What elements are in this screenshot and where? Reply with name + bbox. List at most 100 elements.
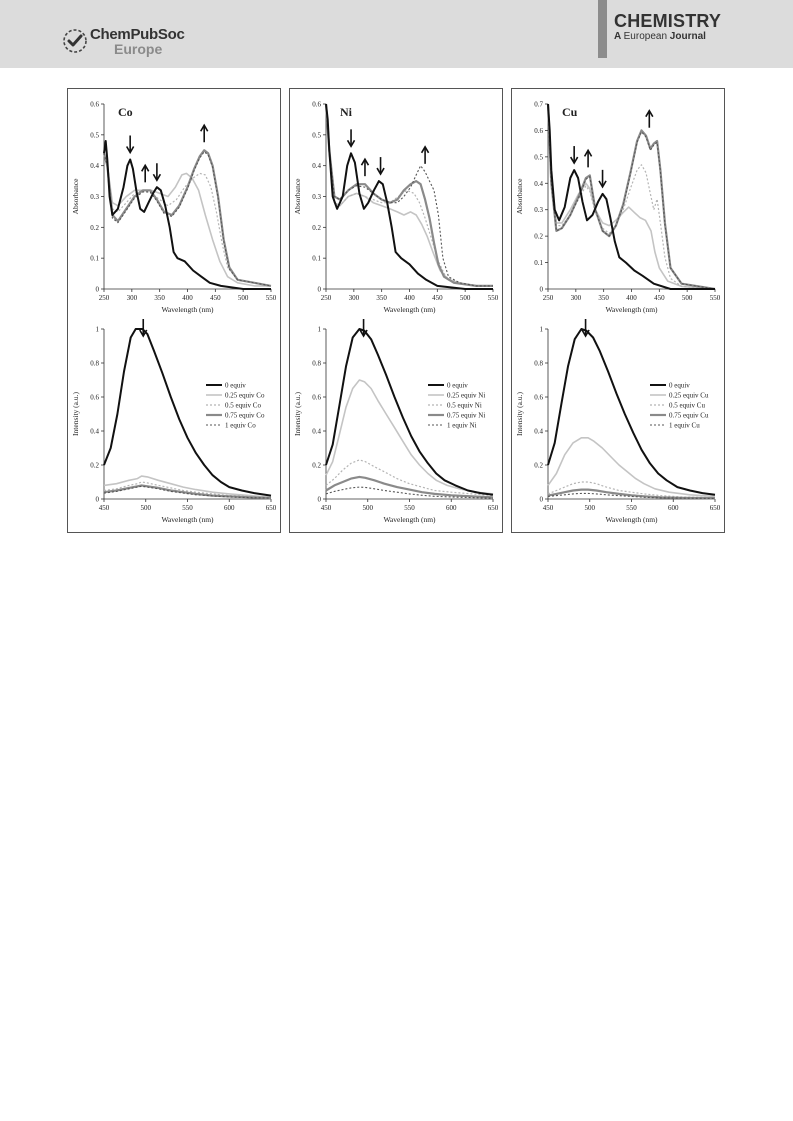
x-tick-label: 550 — [488, 294, 499, 302]
y-tick-label: 0.6 — [90, 394, 99, 402]
x-tick-label: 350 — [598, 294, 609, 302]
y-tick-label: 0.2 — [312, 462, 321, 470]
legend-label: 0 equiv — [447, 382, 468, 390]
legend-label: 0.25 equiv Cu — [669, 392, 709, 400]
x-tick-label: 300 — [349, 294, 360, 302]
y-tick-label: 1 — [96, 326, 100, 334]
y-tick-label: 0.2 — [312, 224, 321, 232]
y-tick-label: 0.5 — [312, 131, 321, 139]
y-tick-label: 0.4 — [312, 162, 321, 170]
y-tick-label: 0.8 — [534, 360, 543, 368]
arrow-up-icon — [420, 145, 430, 154]
x-axis-label: Wavelength (nm) — [383, 305, 436, 314]
y-tick-label: 0 — [96, 286, 100, 294]
arrow-up-icon — [141, 163, 150, 172]
series-line-black — [547, 328, 716, 496]
x-tick-label: 350 — [376, 294, 387, 302]
arrow-down-icon — [125, 146, 135, 155]
y-tick-label: 0.7 — [534, 101, 543, 109]
journal-subtitle: A European Journal — [614, 31, 721, 43]
x-tick-label: 600 — [224, 504, 235, 512]
journal-sub-mid: European — [623, 31, 670, 42]
legend-label: 0.5 equiv Ni — [447, 402, 482, 410]
x-tick-label: 500 — [141, 504, 152, 512]
x-tick-label: 650 — [266, 504, 277, 512]
y-tick-label: 0 — [540, 496, 544, 504]
x-tick-label: 400 — [182, 294, 193, 302]
journal-title: CHEMISTRY — [614, 11, 722, 31]
legend-label: 1 equiv Co — [225, 422, 256, 430]
series-line-gray — [547, 488, 716, 500]
legend-label: 0.75 equiv Co — [225, 412, 265, 420]
y-tick-label: 0.6 — [312, 394, 321, 402]
journal-sub-bold: Journal — [669, 31, 706, 42]
x-tick-label: 550 — [182, 504, 193, 512]
legend-label: 0 equiv — [669, 382, 690, 390]
arrow-down-icon — [346, 139, 356, 148]
x-tick-label: 300 — [571, 294, 582, 302]
y-tick-label: 0.4 — [534, 180, 543, 188]
x-tick-label: 500 — [460, 294, 471, 302]
y-tick-label: 0.2 — [534, 233, 543, 241]
panel-cu: 0 0.1 0.2 0.3 0.4 0.5 0.6 0.7 250 300 350 400 450 500… — [511, 88, 725, 533]
series-line-gray — [103, 484, 272, 500]
series-line-lightsolid — [103, 153, 271, 287]
panel-ni: 0 0.1 0.2 0.3 0.4 0.5 0.6 250 300 350 400 450 500 550… — [289, 88, 503, 533]
y-tick-label: 1 — [540, 326, 544, 334]
x-tick-label: 400 — [404, 294, 415, 302]
chart-ni: 0 0.1 0.2 0.3 0.4 0.5 0.6 250 300 350 400 450 500 550… — [293, 101, 499, 525]
fl-chart-cu: 0 0.2 0.4 0.6 0.8 1 450 500 550 600 650 Wavelength … — [515, 319, 721, 524]
publisher-subtitle: Europe — [114, 41, 163, 57]
x-tick-label: 250 — [99, 294, 110, 302]
uv-chart-ni: 0 0.1 0.2 0.3 0.4 0.5 0.6 250 300 350 400 450 500 550… — [293, 101, 499, 315]
series-line-darkdotted — [325, 103, 493, 287]
series-line-lightsolid — [103, 475, 272, 499]
publisher-star-icon — [63, 29, 87, 53]
panel-co: 0 0.1 0.2 0.3 0.4 0.5 0.6 250 300 350 400 450 500 550… — [67, 88, 281, 533]
legend-label: 0.75 equiv Cu — [669, 412, 709, 420]
y-tick-label: 0.6 — [534, 127, 543, 135]
series-line-black — [325, 103, 493, 290]
y-tick-label: 0.5 — [534, 153, 543, 161]
series-line-darkdotted — [325, 486, 494, 499]
x-tick-label: 650 — [488, 504, 499, 512]
arrow-down-icon — [598, 180, 607, 189]
y-axis-label: Absorbance — [515, 178, 524, 214]
arrow-down-icon — [581, 329, 590, 338]
series-line-black — [103, 328, 272, 497]
y-tick-label: 0.3 — [534, 206, 543, 214]
x-tick-label: 550 — [710, 294, 721, 302]
arrow-down-icon — [569, 156, 579, 165]
x-tick-label: 400 — [626, 294, 637, 302]
legend-label: 0 equiv — [225, 382, 246, 390]
series-line-lightdotted — [103, 153, 272, 287]
panel-label: Ni — [340, 105, 353, 119]
legend-label: 0.25 equiv Ni — [447, 392, 485, 400]
arrow-up-icon — [645, 109, 654, 118]
y-tick-label: 0.1 — [90, 255, 99, 263]
panel-label: Co — [118, 105, 133, 119]
series-line-black — [103, 140, 271, 290]
x-tick-label: 500 — [363, 504, 374, 512]
series-line-darkdotted — [103, 151, 272, 287]
x-tick-label: 550 — [404, 504, 415, 512]
journal-accent-bar — [598, 0, 607, 58]
x-tick-label: 600 — [446, 504, 457, 512]
y-tick-label: 0.6 — [534, 394, 543, 402]
series-line-darkdotted — [103, 485, 272, 499]
journal-sub-prefix: A — [614, 31, 624, 42]
legend-label: 0.25 equiv Co — [225, 392, 265, 400]
publisher-name: ChemPubSoc — [90, 26, 185, 43]
series-line-darkdotted — [547, 103, 716, 290]
y-axis-label: Intensity (a.u.) — [515, 392, 524, 436]
arrow-up-icon — [200, 123, 209, 132]
y-axis-label: Intensity (a.u.) — [71, 392, 80, 436]
y-tick-label: 0.1 — [534, 259, 543, 267]
chart-cu: 0 0.1 0.2 0.3 0.4 0.5 0.6 0.7 250 300 350 400 450 500… — [515, 101, 721, 525]
x-tick-label: 450 — [210, 294, 221, 302]
legend-label: 0.5 equiv Cu — [669, 402, 705, 410]
y-tick-label: 0.6 — [90, 101, 99, 109]
arrow-down-icon — [152, 173, 162, 182]
series-line-black — [547, 103, 715, 290]
x-tick-label: 500 — [238, 294, 249, 302]
